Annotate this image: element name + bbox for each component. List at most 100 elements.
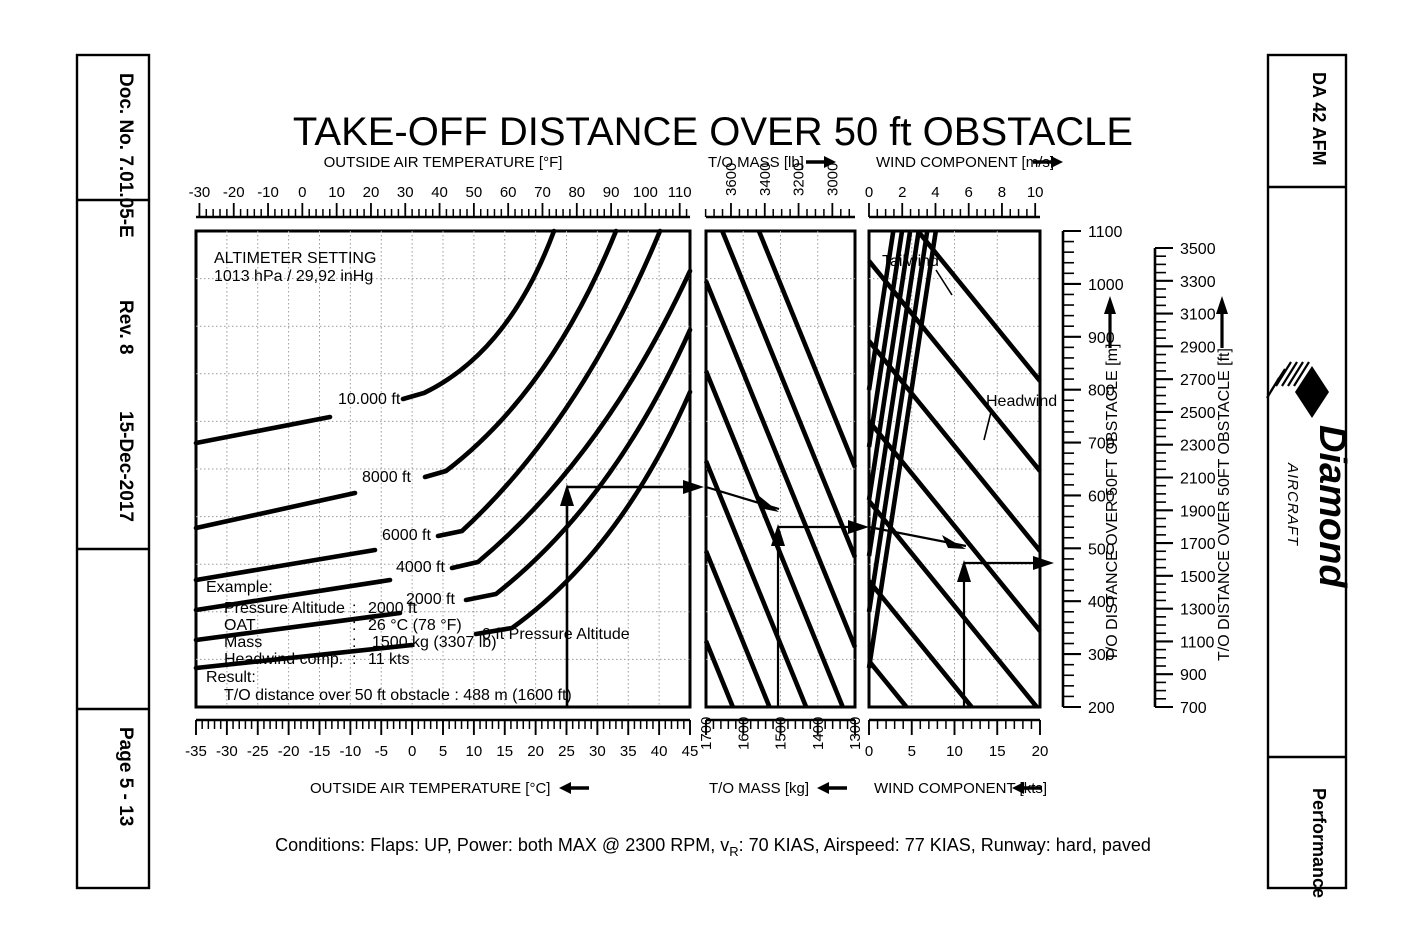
svg-text:80: 80	[568, 184, 585, 201]
svg-text:3100: 3100	[1180, 307, 1216, 324]
svg-text:-20: -20	[223, 184, 245, 201]
example-row-label-2: Mass	[224, 634, 262, 651]
section-name: Performance	[1309, 788, 1329, 898]
mass-top-ruler: 3600 3400 3200 3000	[704, 163, 855, 219]
svg-text:15: 15	[496, 743, 513, 760]
svg-text:15: 15	[989, 743, 1006, 760]
svg-text:-30: -30	[216, 743, 238, 760]
svg-text:1100: 1100	[1088, 224, 1123, 241]
example-heading: Example:	[206, 579, 273, 596]
altitude-curve-label-2: 6000 ft	[382, 527, 431, 544]
svg-text:3400: 3400	[757, 163, 774, 196]
altimeter-setting-line2: 1013 hPa / 29,92 inHg	[214, 268, 373, 285]
svg-text:0: 0	[408, 743, 416, 760]
distance-feet-arrow-icon	[1216, 296, 1228, 348]
oat-bottom-axis-label: OUTSIDE AIR TEMPERATURE [°C]	[310, 780, 550, 797]
conditions-line: Conditions: Flaps: UP, Power: both MAX @…	[275, 835, 1151, 859]
altitude-curve-label-3: 4000 ft	[396, 559, 445, 576]
conditions-subscript: R	[729, 844, 738, 859]
page-number: Page 5 - 13	[115, 727, 136, 826]
example-row-value-1: 26 °C (78 °F)	[368, 617, 462, 634]
svg-text:10: 10	[328, 184, 345, 201]
svg-text:1300: 1300	[847, 717, 864, 750]
doc-number: Doc. No. 7.01.05-E	[115, 73, 136, 238]
svg-text:500: 500	[1088, 541, 1115, 558]
right-margin-block: DA 42 AFM Diamond AIRCRAFT Performance	[1266, 53, 1353, 898]
svg-text:40: 40	[651, 743, 668, 760]
headwind-label: Headwind	[986, 393, 1057, 410]
svg-text:1700: 1700	[698, 717, 715, 750]
wind-top-arrow-icon	[1033, 156, 1063, 168]
left-margin-block: Doc. No. 7.01.05-E Rev. 8 15-Dec-2017 Pa…	[75, 53, 151, 890]
altitude-curve-label-4: 2000 ft	[406, 591, 455, 608]
svg-text:300: 300	[1088, 647, 1115, 664]
wind-top-ruler: 0 2 4 6 8 10	[865, 184, 1044, 219]
temperature-altitude-curves	[193, 228, 693, 671]
distance-feet-axis-label: T/O DISTANCE OVER 50FT OBSTACLE [ft]	[1216, 348, 1233, 661]
tailwind-leader-line	[935, 269, 953, 296]
headwind-leader-line	[983, 411, 992, 441]
svg-text:10: 10	[466, 743, 483, 760]
svg-text:-30: -30	[189, 184, 211, 201]
svg-text:2500: 2500	[1180, 405, 1216, 422]
temperature-altitude-curve-labels: 10.000 ft 8000 ft 6000 ft 4000 ft 2000 ft 0 f…	[338, 391, 630, 643]
svg-text:1600: 1600	[735, 717, 752, 750]
distance-meters-axis-label: T/O DISTANCE OVER 50FT OBSTACLE [m]	[1104, 344, 1121, 661]
mass-bottom-ruler: 1700 1600 1500 1400 1300	[698, 717, 864, 750]
svg-text:2: 2	[898, 184, 906, 201]
svg-text:60: 60	[500, 184, 517, 201]
example-row-sep-2: :	[352, 634, 356, 651]
svg-text:0: 0	[865, 184, 873, 201]
svg-text:2300: 2300	[1180, 438, 1216, 455]
example-result-text: T/O distance over 50 ft obstacle : 488 m…	[224, 687, 572, 704]
example-result-heading: Result:	[206, 669, 256, 686]
svg-text:10: 10	[1027, 184, 1044, 201]
mass-reference-lines	[703, 230, 858, 708]
svg-text:30: 30	[397, 184, 414, 201]
conditions-before: Conditions: Flaps: UP, Power: both MAX @…	[275, 835, 729, 855]
svg-text:50: 50	[466, 184, 483, 201]
mass-bottom-axis-label: T/O MASS [kg]	[709, 780, 809, 797]
example-row-sep-1: :	[352, 617, 356, 634]
svg-text:-5: -5	[375, 743, 388, 760]
svg-text:1300: 1300	[1180, 602, 1216, 619]
svg-text:3000: 3000	[824, 163, 841, 196]
oat-bottom-arrow-icon	[559, 782, 589, 794]
svg-text:-10: -10	[340, 743, 362, 760]
wind-top-axis-label: WIND COMPONENT [m/s]	[876, 154, 1054, 171]
revision-date: 15-Dec-2017	[115, 411, 136, 522]
svg-text:1100: 1100	[1180, 634, 1215, 651]
svg-text:3200: 3200	[791, 163, 808, 196]
example-row-value-3: 11 kts	[368, 651, 410, 668]
example-row-sep-0: :	[352, 600, 356, 617]
svg-text:1900: 1900	[1180, 503, 1216, 520]
example-row-value-2: 1500 kg (3307 lb)	[372, 634, 497, 651]
svg-text:400: 400	[1088, 594, 1115, 611]
svg-text:1700: 1700	[1180, 536, 1216, 553]
wind-reference-lines	[866, 229, 1042, 709]
distance-feet-axis: 700 900 1100 1300 1500 1700 1900 2100 2300 2500 27…	[1153, 241, 1233, 717]
example-row-label-1: OAT	[224, 617, 256, 634]
altitude-curve-label-5: 0 ft Pressure Altitude	[482, 626, 630, 643]
svg-text:800: 800	[1088, 383, 1115, 400]
manual-name: DA 42 AFM	[1309, 72, 1329, 166]
example-row-label-0: Pressure Altitude	[224, 600, 345, 617]
brand-subtitle: AIRCRAFT	[1284, 462, 1301, 547]
distance-meters-axis: 200 300 400 500 600 700 800 900 1000 1100 T/O DIS…	[1061, 224, 1124, 717]
svg-text:1500: 1500	[1180, 569, 1216, 586]
svg-text:6: 6	[965, 184, 973, 201]
svg-text:-20: -20	[278, 743, 300, 760]
svg-text:1000: 1000	[1088, 277, 1124, 294]
svg-text:30: 30	[589, 743, 606, 760]
svg-text:70: 70	[534, 184, 551, 201]
oat-top-ruler: -30 -20 -10 0 10 20 30 40 50 60 70 80 90 100 110	[189, 184, 692, 219]
altitude-curve-label-1: 8000 ft	[362, 469, 411, 486]
page-title: TAKE-OFF DISTANCE OVER 50 ft OBSTACLE	[293, 110, 1133, 154]
oat-bottom-ruler: -35 -30 -25 -20 -15 -10 -5 0 5 10 15 20 25 30 35 40 45	[185, 718, 698, 760]
conditions-after: : 70 KIAS, Airspeed: 77 KIAS, Runway: ha…	[739, 835, 1151, 855]
mass-panel-grid	[706, 231, 855, 707]
svg-text:700: 700	[1088, 436, 1115, 453]
wind-bottom-arrow-icon	[1012, 782, 1042, 794]
